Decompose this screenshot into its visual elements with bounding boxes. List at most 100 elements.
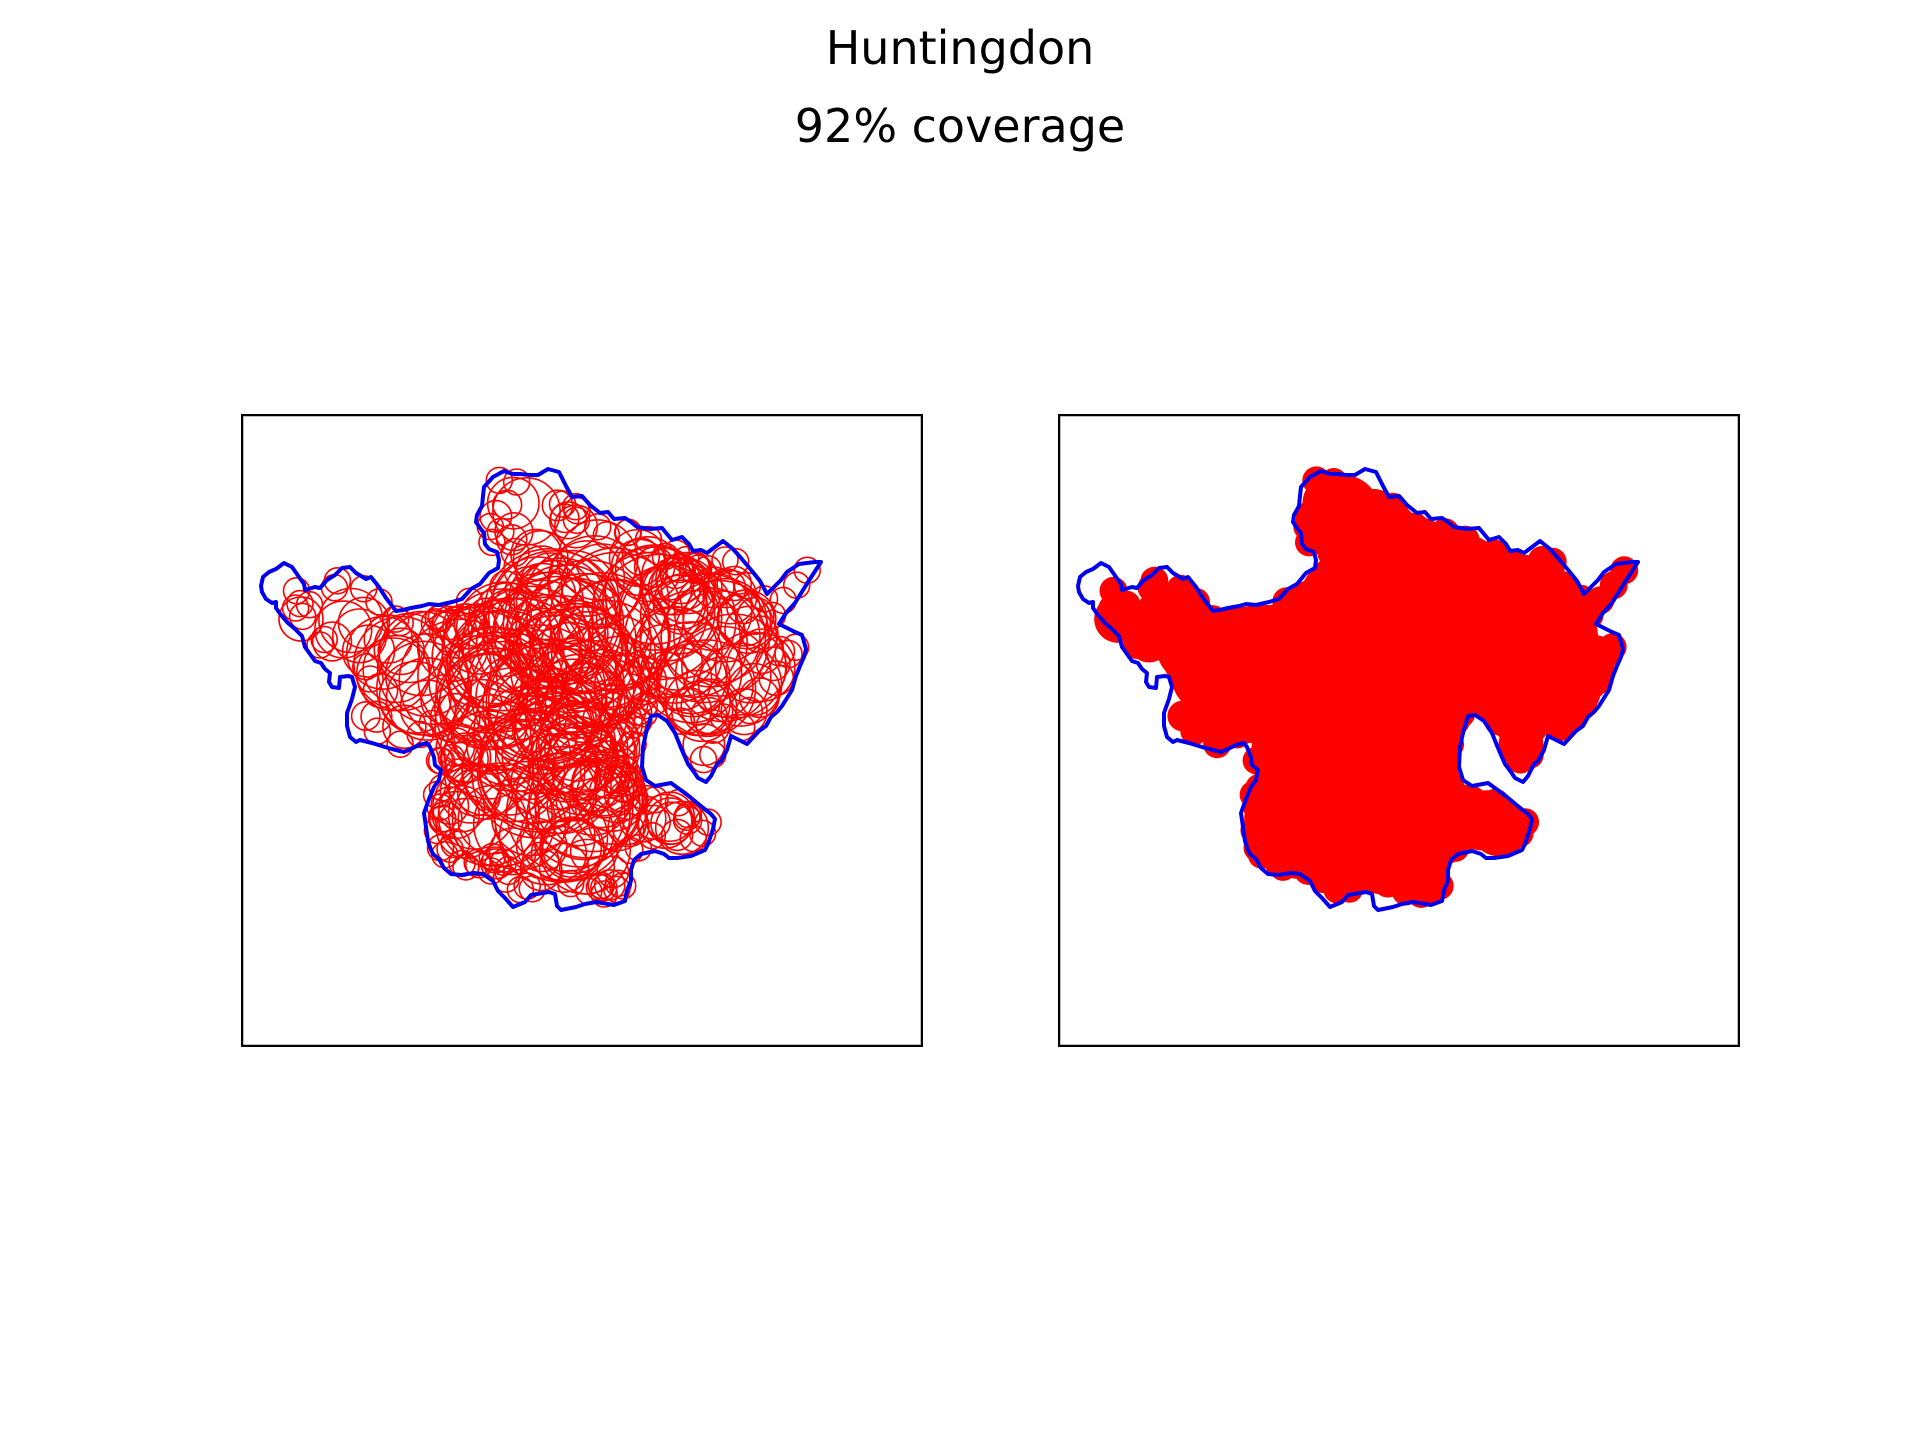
coverage-circle [399, 679, 457, 737]
coverage-circle [610, 538, 669, 597]
coverage-circle [442, 603, 489, 650]
coverage-circle [556, 869, 585, 898]
coverage-circle [716, 565, 753, 602]
coverage-disc [1540, 630, 1615, 705]
coverage-circles-map [241, 414, 923, 1047]
coverage-circle [625, 707, 653, 735]
coverage-circle [447, 634, 532, 719]
coverage-circle [652, 573, 715, 636]
coverage-circle [282, 577, 311, 605]
coverage-circle [382, 704, 427, 750]
coverage-circle [500, 537, 530, 567]
coverage-disc [1544, 713, 1573, 742]
coverage-disc [1140, 566, 1169, 595]
coverage-circle [548, 540, 626, 617]
coverage-disc [1167, 700, 1199, 732]
coverage-circle [509, 648, 630, 768]
coverage-circle [504, 607, 587, 690]
coverage-circle [506, 564, 625, 682]
coverage-circle [725, 632, 796, 703]
coverage-circle [515, 820, 568, 873]
coverage-circle [614, 536, 682, 603]
coverage-circle [548, 490, 577, 518]
coverage-circle [467, 599, 521, 654]
coverage-circle [435, 727, 476, 767]
coverage-circle [519, 848, 563, 892]
coverage-disc [1436, 730, 1465, 759]
coverage-circle [673, 803, 701, 832]
coverage-circle [449, 609, 544, 705]
coverage-circle [439, 761, 502, 824]
coverage-circle [735, 696, 764, 725]
coverage-circle [682, 723, 726, 767]
coverage-circle [486, 476, 540, 530]
coverage-circle [664, 553, 695, 584]
coverage-circle [428, 773, 457, 802]
coverage-circle [538, 842, 590, 893]
coverage-disc [1489, 803, 1518, 832]
coverage-circle [560, 543, 643, 626]
coverage-circle [764, 635, 796, 667]
coverage-disc [1365, 490, 1394, 519]
coverage-disc [1307, 475, 1380, 548]
coverage-circle [702, 569, 758, 625]
coverage-disc [1335, 874, 1364, 903]
coverage-circle [694, 808, 722, 837]
coverage-circle [491, 556, 585, 650]
coverage-circle [537, 703, 617, 782]
coverage-circle [531, 791, 615, 875]
coverage-circle [386, 730, 414, 759]
coverage-circle [443, 603, 515, 675]
coverage-circle [575, 772, 648, 845]
coverage-disc [1318, 605, 1406, 693]
coverage-circle [575, 760, 648, 833]
coverage-disc [1452, 803, 1489, 841]
coverage-circle [352, 653, 380, 681]
coverage-circle [457, 784, 528, 855]
coverage-circle [420, 673, 472, 726]
coverage-disc [1498, 722, 1544, 768]
coverage-circle [594, 757, 631, 795]
coverage-circle [360, 700, 393, 733]
coverage-circle [286, 589, 314, 618]
coverage-circle [381, 605, 410, 633]
coverage-disc [1484, 707, 1513, 736]
coverage-circle [568, 762, 635, 829]
coverage-circle [520, 552, 582, 614]
coverage-circle [456, 763, 514, 820]
coverage-circle [494, 511, 534, 552]
coverage-disc [1269, 852, 1297, 881]
coverage-circle [711, 546, 739, 574]
coverage-disc [1456, 688, 1485, 717]
coverage-disc [1157, 623, 1214, 680]
coverage-circle [536, 639, 650, 753]
coverage-circle [619, 561, 737, 680]
coverage-subtitle: 92% coverage [794, 99, 1126, 153]
coverage-circle [491, 575, 624, 709]
coverage-circle [461, 718, 566, 823]
coverage-circle [571, 753, 635, 817]
coverage-disc [1179, 672, 1216, 710]
coverage-circle [651, 542, 680, 571]
coverage-circle [310, 625, 338, 654]
district-boundary [259, 467, 823, 912]
coverage-circle [502, 468, 531, 496]
coverage-circle [433, 647, 555, 768]
coverage-circle [518, 874, 547, 903]
coverage-circle [639, 572, 771, 704]
coverage-circle [437, 743, 466, 772]
coverage-circle [431, 605, 485, 659]
coverage-circle [535, 700, 636, 801]
coverage-disc [1198, 703, 1245, 750]
coverage-circle [514, 685, 593, 764]
coverage-fill [1094, 466, 1639, 908]
coverage-circle [717, 592, 772, 647]
coverage-circle [635, 804, 671, 840]
coverage-circle [689, 696, 728, 735]
coverage-circle [452, 853, 480, 881]
coverage-disc [1251, 726, 1293, 768]
coverage-circle [278, 596, 324, 642]
coverage-circle [633, 546, 676, 588]
coverage-disc [1258, 601, 1334, 677]
coverage-disc [1094, 595, 1142, 643]
